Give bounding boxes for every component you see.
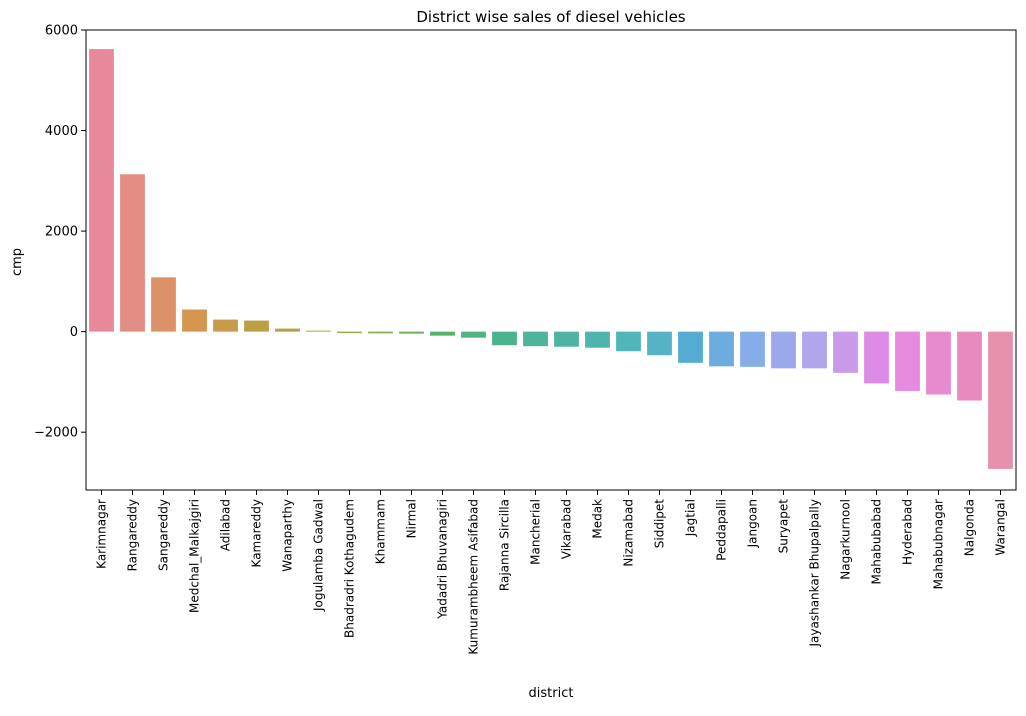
x-tick-label: Nizamabad xyxy=(622,499,636,567)
x-tick-label: Nalgonda xyxy=(963,499,977,556)
x-tick-label: Kumurambheem Asifabad xyxy=(467,499,481,655)
x-tick-label: Khammam xyxy=(374,499,388,564)
plot-frame xyxy=(85,29,1017,491)
bar-kamareddy xyxy=(244,320,269,332)
bar-mahabubnagar xyxy=(926,331,951,395)
x-tick-label: Medchal_Malkajgiri xyxy=(188,499,202,613)
y-axis: −2000 0 2000 4000 6000 xyxy=(34,24,86,441)
bar-medchal-malkajgiri xyxy=(182,309,207,332)
y-tick-label: 0 xyxy=(70,325,78,340)
x-tick-label: Mahabubnagar xyxy=(932,499,946,589)
x-tick-label: Jayashankar Bhupalpally xyxy=(808,499,822,648)
x-tick-label: Jogulamba Gadwal xyxy=(312,499,326,612)
x-tick-label: Bhadradri Kothagudem xyxy=(343,499,357,638)
x-tick-label: Warangal xyxy=(994,499,1008,556)
bar-nizamabad xyxy=(616,331,641,352)
x-tick-label: Jangoan xyxy=(746,499,760,548)
bar-medak xyxy=(585,331,610,348)
bar-nalgonda xyxy=(957,331,982,401)
bar-rangareddy xyxy=(120,174,145,332)
bar-jayashankar-bhupalpally xyxy=(802,331,827,369)
y-axis-label: cmp xyxy=(10,248,25,276)
bar-peddapalli xyxy=(709,331,734,367)
bar-bhadradri-kothagudem xyxy=(337,331,362,334)
bar-suryapet xyxy=(771,331,796,369)
x-tick-label: Jagtial xyxy=(684,499,698,537)
bar-vikarabad xyxy=(554,331,579,347)
x-tick-label: Sangareddy xyxy=(157,499,171,571)
bar-kumurambheem-asifabad xyxy=(461,331,486,338)
x-tick-label: Vikarabad xyxy=(560,499,574,559)
bar-nirmal xyxy=(399,331,424,334)
x-tick-label: Kamareddy xyxy=(250,499,264,567)
x-tick-label: Adilabad xyxy=(219,499,233,551)
bar-mancherial xyxy=(523,331,548,347)
bar-siddipet xyxy=(647,331,672,356)
x-tick-label: Peddapalli xyxy=(715,499,729,561)
bar-mahabubabad xyxy=(864,331,889,384)
x-tick-label: Medak xyxy=(591,499,605,539)
x-axis-label: district xyxy=(529,686,574,701)
x-tick-label: Karimnagar xyxy=(95,499,109,569)
bars-layer xyxy=(89,49,1013,469)
x-tick-label: Suryapet xyxy=(777,499,791,554)
y-tick-label: 6000 xyxy=(45,24,78,39)
bar-adilabad xyxy=(213,319,238,332)
x-tick-label: Nirmal xyxy=(405,499,419,538)
x-tick-label: Rangareddy xyxy=(126,499,140,571)
x-tick-label: Mancherial xyxy=(529,499,543,565)
x-axis: Karimnagar Rangareddy Sangareddy Medchal_Ma… xyxy=(95,490,1008,655)
x-tick-label: Nagarkurnool xyxy=(839,499,853,580)
x-tick-label: Hyderabad xyxy=(901,499,915,565)
bar-wanaparthy xyxy=(275,328,300,332)
bar-sangareddy xyxy=(151,277,176,332)
bar-hyderabad xyxy=(895,331,920,391)
chart-title: District wise sales of diesel vehicles xyxy=(416,8,685,26)
x-tick-label: Wanaparthy xyxy=(281,499,295,572)
bar-khammam xyxy=(368,331,393,334)
bar-jagtial xyxy=(678,331,703,363)
y-tick-label: 2000 xyxy=(45,225,78,240)
x-tick-label: Yadadri Bhuvanagiri xyxy=(436,499,450,620)
x-tick-label: Rajanna Sircilla xyxy=(498,499,512,591)
y-tick-label: −2000 xyxy=(34,426,78,441)
bar-warangal xyxy=(988,331,1013,469)
bar-jogulamba-gadwal xyxy=(306,330,331,332)
bar-yadadri-bhuvanagiri xyxy=(430,331,455,336)
y-tick-label: 4000 xyxy=(45,124,78,139)
bar-karimnagar xyxy=(89,49,114,332)
x-tick-label: Mahabubabad xyxy=(870,499,884,584)
x-tick-label: Siddipet xyxy=(653,499,667,549)
bar-nagarkurnool xyxy=(833,331,858,373)
bar-rajanna-sircilla xyxy=(492,331,517,346)
bar-jangoan xyxy=(740,331,765,367)
